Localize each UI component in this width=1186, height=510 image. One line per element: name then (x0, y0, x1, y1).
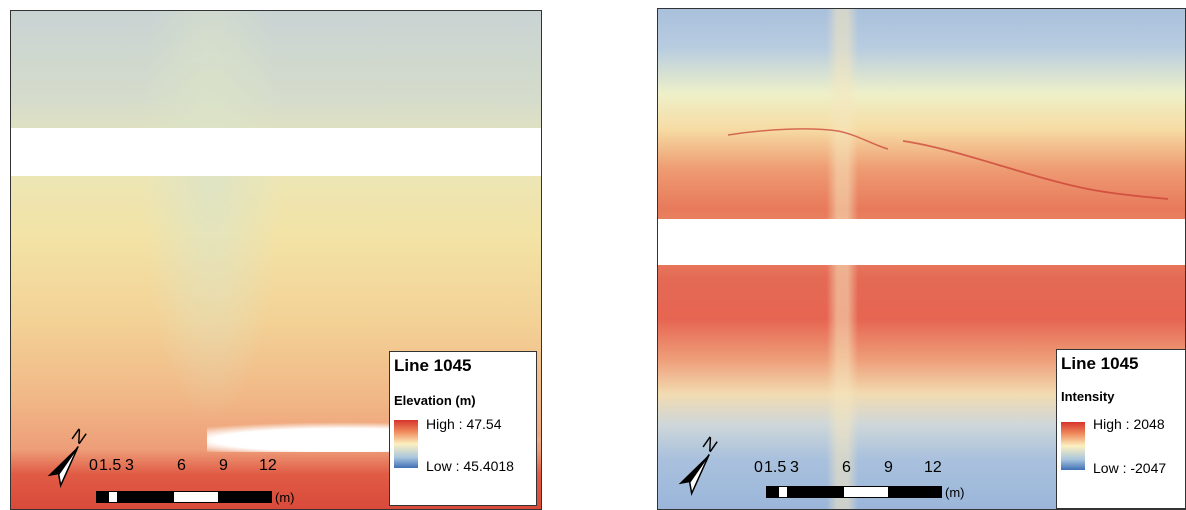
scale-tick: 0 (754, 459, 763, 476)
legend-low-label: Low : -2047 (1093, 460, 1167, 476)
crack-feature (728, 128, 1168, 200)
legend-field: Intensity (1061, 389, 1115, 404)
map-legend: Line 1045 Elevation (m) High : 47.54 Low… (389, 351, 537, 506)
north-arrow-icon: N (678, 433, 721, 496)
north-label: N (68, 425, 90, 449)
scale-unit: (m) (275, 490, 295, 505)
scale-bar-ticks: 0 1.5 3 6 9 12 (89, 457, 289, 477)
legend-high-label: High : 2048 (1093, 416, 1165, 432)
scale-unit: (m) (945, 485, 965, 500)
color-ramp (394, 420, 418, 468)
scale-bar (96, 491, 272, 503)
scale-tick: 3 (790, 459, 799, 476)
scale-tick: 3 (125, 457, 134, 474)
no-data-stripe (658, 219, 1185, 265)
color-ramp (1061, 422, 1085, 470)
intensity-map-panel: N 0 1.5 3 6 9 12 (m) Line 1045 Intensity… (657, 8, 1186, 510)
scale-tick: 9 (884, 459, 893, 476)
legend-high-label: High : 47.54 (426, 416, 502, 432)
legend-low-label: Low : 45.4018 (426, 458, 514, 474)
no-data-stripe (11, 128, 541, 176)
scale-tick: 1.5 (764, 459, 787, 476)
scale-tick: 1.5 (99, 457, 122, 474)
legend-title: Line 1045 (394, 356, 472, 375)
scale-tick: 12 (259, 457, 277, 474)
map-legend: Line 1045 Intensity High : 2048 Low : -2… (1056, 349, 1185, 509)
scale-tick: 12 (924, 459, 942, 476)
north-label: N (699, 433, 721, 457)
scale-tick: 0 (89, 457, 98, 474)
scale-bar (766, 486, 942, 498)
legend-field: Elevation (m) (394, 393, 476, 408)
scale-tick: 9 (219, 457, 228, 474)
scale-tick: 6 (177, 457, 186, 474)
legend-title: Line 1045 (1061, 354, 1139, 373)
scale-bar-ticks: 0 1.5 3 6 9 12 (754, 459, 954, 479)
elevation-map-panel: N 0 1.5 3 6 9 12 (m) Line 1045 Elevation… (10, 10, 542, 510)
scale-tick: 6 (842, 459, 851, 476)
north-arrow-icon: N (47, 425, 90, 488)
